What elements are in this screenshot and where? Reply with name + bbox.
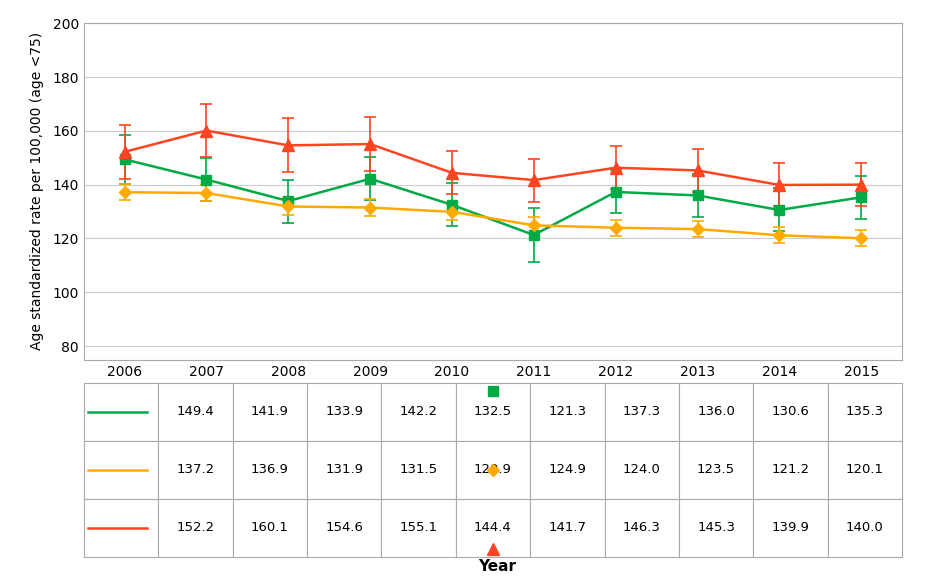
Text: Year: Year (479, 559, 516, 574)
Y-axis label: Age standardized rate per 100,000 (age <75): Age standardized rate per 100,000 (age <… (30, 32, 44, 350)
